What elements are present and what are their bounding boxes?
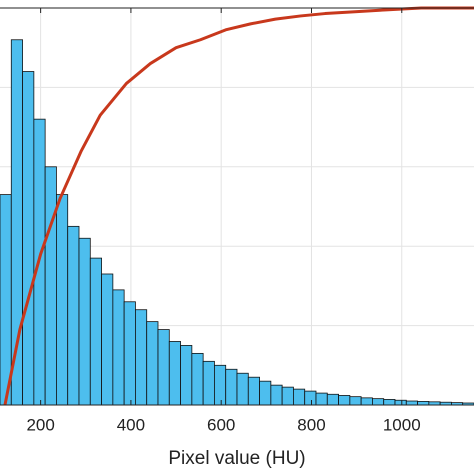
bar	[202, 360, 215, 406]
bar	[112, 289, 125, 406]
x-tick-label: 400	[117, 415, 145, 434]
bar	[89, 257, 102, 406]
bar	[22, 71, 35, 406]
bar	[44, 166, 57, 406]
bar	[293, 388, 306, 406]
bar	[417, 401, 430, 406]
bar	[259, 380, 272, 406]
plot-area	[0, 6, 474, 406]
bar	[67, 225, 80, 406]
x-tick-label: 200	[26, 415, 54, 434]
bar	[191, 352, 204, 406]
bar	[214, 364, 227, 406]
bar	[349, 396, 362, 406]
bar	[281, 386, 294, 406]
bar	[315, 392, 328, 406]
bar	[236, 372, 249, 406]
x-tick-label: 600	[207, 415, 235, 434]
bar	[157, 329, 170, 406]
bar	[168, 341, 181, 406]
bar	[326, 393, 339, 406]
bar	[56, 194, 69, 406]
bar	[372, 398, 385, 406]
bar	[101, 273, 114, 406]
bar	[338, 395, 351, 406]
bar	[78, 237, 91, 406]
bar	[135, 309, 148, 406]
bar	[146, 321, 159, 406]
bar	[360, 397, 373, 406]
bar	[304, 390, 317, 406]
bar	[394, 399, 407, 406]
bar	[123, 301, 136, 406]
bar	[225, 368, 238, 406]
bar	[270, 384, 283, 406]
x-axis-label: Pixel value (HU)	[168, 448, 305, 469]
bar	[0, 194, 12, 406]
bar	[180, 345, 193, 406]
x-tick-label: 800	[297, 415, 325, 434]
bar	[405, 400, 418, 406]
bar	[247, 376, 260, 406]
cdf-line	[3, 6, 474, 406]
x-tick-label: 1000	[383, 415, 421, 434]
bar	[383, 399, 396, 406]
